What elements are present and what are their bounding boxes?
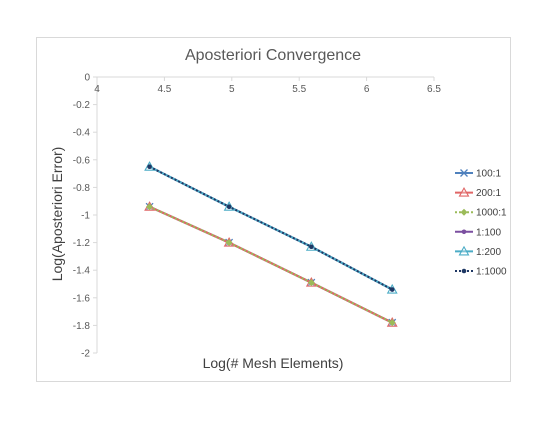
x-tick-label: 5 [229,84,235,95]
x-tick-label: 6.5 [427,84,441,95]
y-tick-label: -0.6 [73,155,91,166]
series-line [149,165,393,291]
legend-marker [461,268,467,274]
series-line [149,205,393,324]
marker-stroke [460,169,468,177]
legend-item: 1000:1 [455,208,507,219]
y-tick-label: -0.8 [73,183,91,194]
axes: 4 4.5 5 5.5 6 6.5 0 -0.2 -0.4 -0.6 -0.8 -1 -1.2 -1.4 -… [73,73,442,360]
marker-shape [309,244,314,250]
legend-label: 1:1000 [476,267,507,278]
y-tick-label: -0.2 [73,100,91,111]
legend-marker [460,169,468,177]
legend-marker [460,208,468,216]
legend-item: 200:1 [455,186,501,199]
y-tick-label: -1.8 [73,321,91,332]
y-tick-label: -1.2 [73,238,91,249]
x-tick-label: 4 [94,84,100,95]
marker-shape [226,204,232,210]
legend-label: 1:200 [476,247,501,258]
x-tick-label: 6 [364,84,370,95]
y-tick-label: -1.6 [73,293,91,304]
y-tick-label: -0.4 [73,128,91,139]
y-tick-label: 0 [84,73,90,84]
marker-shape [225,239,233,247]
legend-label: 100:1 [476,169,501,180]
legend-label: 200:1 [476,188,501,199]
x-tick-label: 4.5 [157,84,171,95]
y-tick-label: -1 [81,211,90,222]
legend-marker [458,245,470,256]
x-axis-title: Log(# Mesh Elements) [203,355,344,371]
legend-item: 1:100 [455,227,501,238]
marker-shape [460,208,468,216]
data-point [146,203,154,211]
legend: 100:1 200:1 1000:1 1:100 1:200 1:1000 [455,169,507,278]
data-point [388,319,396,327]
data-point [389,287,395,292]
data-point [307,279,315,287]
marker-shape [146,203,154,211]
plot-series [144,161,398,327]
legend-label: 1:100 [476,227,501,238]
series-1000-1 [146,203,396,327]
legend-item: 1:200 [455,245,501,258]
series-1-1000 [147,164,395,292]
data-point [309,244,314,250]
x-tick-label: 5.5 [292,84,306,95]
y-axis-title: Log(Aposteriori Error) [49,147,65,282]
legend-item: 100:1 [455,169,501,180]
marker-shape [461,229,467,235]
legend-marker [458,186,470,197]
marker-shape [389,287,395,292]
marker-shape [147,164,152,169]
marker-shape [458,245,470,256]
marker-shape [458,186,470,197]
legend-label: 1000:1 [476,208,507,219]
y-tick-label: -2 [81,349,90,360]
y-tick-label: -1.4 [73,266,91,277]
chart-title: Aposteriori Convergence [185,47,361,64]
data-point [225,239,233,247]
chart-area [36,37,511,382]
data-point [147,164,152,169]
marker-shape [388,319,396,327]
legend-marker [461,229,467,235]
legend-item: 1:1000 [455,267,507,278]
data-point [226,204,232,210]
marker-shape [307,279,315,287]
marker-shape [461,268,467,274]
series-1-200 [144,161,398,294]
